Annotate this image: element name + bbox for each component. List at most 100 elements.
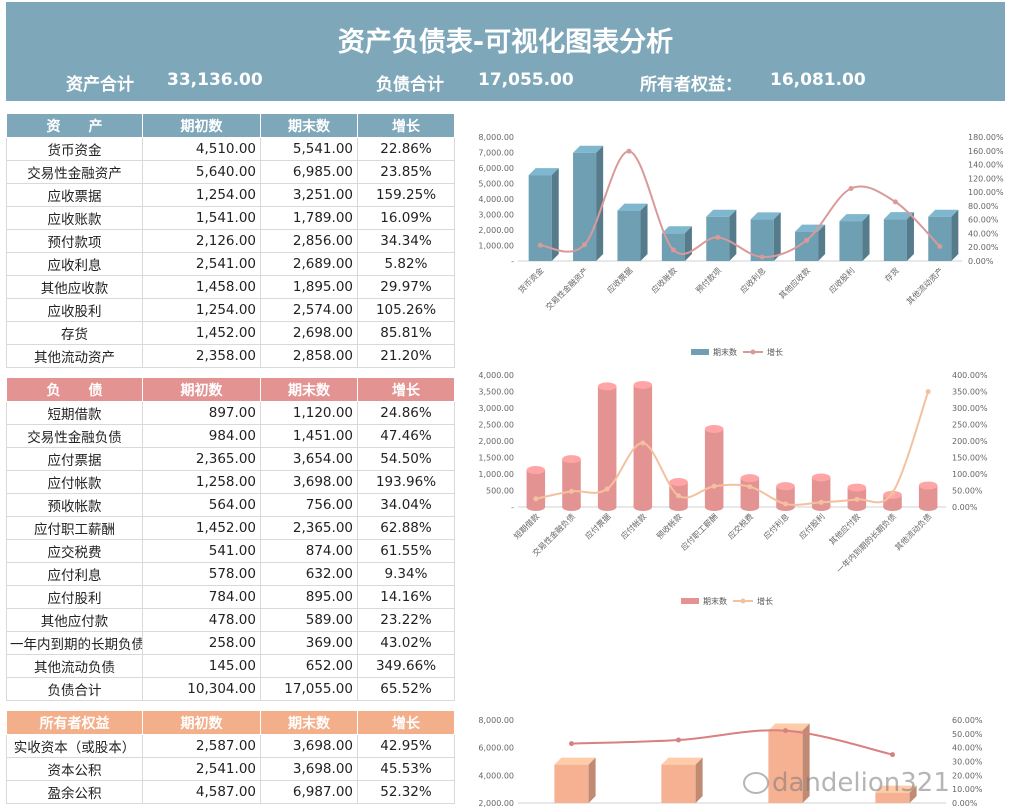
opening-value: 478.00 — [142, 608, 261, 632]
bar-top — [875, 785, 917, 793]
bar-base — [811, 503, 831, 511]
row-label: 存货 — [6, 321, 143, 345]
closing-value: 6,985.00 — [260, 160, 358, 184]
y-right-tick-label: 40.00% — [952, 744, 983, 753]
row-label: 应付股利 — [6, 585, 143, 609]
y-right-tick-label: 400.00% — [952, 371, 988, 380]
bar — [811, 477, 831, 507]
liabilities-header-3: 增长 — [357, 377, 455, 402]
growth-point — [715, 234, 721, 240]
liabilities-total-label: 负债合计 — [376, 75, 444, 95]
growth-value: 52.32% — [357, 780, 455, 804]
growth-value: 43.02% — [357, 631, 455, 655]
table-row: 应付职工薪酬 1,452.00 2,365.00 62.88% — [6, 516, 455, 540]
growth-value: 14.16% — [357, 585, 455, 609]
x-tick-label: 其他应收款 — [777, 265, 812, 300]
legend-label-line: 增长 — [757, 596, 773, 606]
bar-top — [740, 474, 760, 483]
y-right-tick-label: 250.00% — [952, 421, 988, 430]
y-right-tick-label: 80.00% — [968, 202, 999, 211]
opening-value: 2,587.00 — [142, 734, 261, 758]
bar — [554, 764, 589, 803]
growth-value: 24.86% — [357, 401, 455, 425]
x-tick-label: 货币资金 — [516, 265, 546, 295]
bar-base — [740, 503, 760, 511]
bar — [839, 221, 863, 261]
table-row: 货币资金 4,510.00 5,541.00 22.86% — [6, 137, 455, 161]
row-label: 应交税费 — [6, 539, 143, 563]
bar-top — [617, 203, 648, 211]
bar-top — [704, 424, 724, 433]
equity-header-0: 所有者权益 — [6, 710, 143, 735]
growth-value: 61.55% — [357, 539, 455, 563]
row-label: 应收账款 — [6, 206, 143, 230]
bar-top — [928, 209, 959, 217]
y-right-tick-label: 50.00% — [952, 487, 983, 496]
opening-value: 784.00 — [142, 585, 261, 609]
table-row: 应收账款 1,541.00 1,789.00 16.09% — [6, 206, 455, 230]
bar — [562, 459, 581, 507]
table-row: 其他流动资产 2,358.00 2,858.00 21.20% — [6, 344, 455, 368]
growth-value: 47.46% — [357, 424, 455, 448]
y-right-tick-label: 0.00% — [968, 257, 994, 266]
y-right-tick-label: 150.00% — [952, 454, 988, 463]
growth-point — [670, 247, 676, 253]
x-tick-label: 其他流动负债 — [893, 511, 934, 552]
table-row: 实收资本（或股本） 2,587.00 3,698.00 42.95% — [6, 734, 455, 758]
growth-point — [676, 493, 681, 499]
x-tick-label: 应付票据 — [583, 511, 613, 541]
y-left-tick-label: 3,500.00 — [478, 388, 514, 397]
growth-value: 34.04% — [357, 493, 455, 517]
growth-value: 193.96% — [357, 470, 455, 494]
opening-value: 541.00 — [142, 539, 261, 563]
y-right-tick-label: 100.00% — [952, 470, 988, 479]
growth-point — [890, 490, 895, 496]
closing-value: 632.00 — [260, 562, 358, 586]
y-left-tick-label: 5,000.00 — [478, 180, 514, 189]
opening-value: 2,365.00 — [142, 447, 261, 471]
legend-label-bar: 期末数 — [703, 596, 727, 606]
row-label: 资本公积 — [6, 757, 143, 781]
y-left-tick-label: 4,000.00 — [478, 195, 514, 204]
growth-line — [540, 150, 941, 258]
closing-value: 3,698.00 — [260, 470, 358, 494]
closing-value: 3,251.00 — [260, 183, 358, 207]
equity-label: 所有者权益： — [640, 75, 742, 95]
y-left-tick-label: 1,500.00 — [478, 454, 514, 463]
table-row: 预付款项 2,126.00 2,856.00 34.34% — [6, 229, 455, 253]
opening-value: 1,452.00 — [142, 516, 261, 540]
growth-point — [854, 496, 860, 502]
growth-point — [676, 737, 681, 743]
x-tick-label: 预付款项 — [694, 265, 724, 295]
closing-value: 3,698.00 — [260, 734, 358, 758]
opening-value: 1,458.00 — [142, 275, 261, 299]
growth-point — [604, 486, 610, 492]
growth-point — [925, 389, 931, 395]
liabilities-total-value: 17,055.00 — [478, 70, 574, 90]
y-right-tick-label: 20.00% — [968, 243, 999, 252]
growth-point — [783, 728, 788, 734]
row-label: 应付票据 — [6, 447, 143, 471]
weibo-icon — [743, 772, 769, 794]
row-label: 盈余公积 — [6, 780, 143, 804]
opening-value: 578.00 — [142, 562, 261, 586]
growth-point — [848, 185, 854, 191]
legend-swatch-bar — [681, 598, 699, 604]
bar-top — [776, 482, 795, 491]
bar — [526, 470, 546, 507]
bar-base — [562, 503, 581, 511]
y-left-tick-label: 8,000.00 — [478, 716, 514, 725]
row-label: 交易性金融负债 — [6, 424, 143, 448]
opening-value: 1,452.00 — [142, 321, 261, 345]
closing-value: 5,541.00 — [260, 137, 358, 161]
table-row: 应付利息 578.00 632.00 9.34% — [6, 562, 455, 586]
closing-value: 589.00 — [260, 608, 358, 632]
x-tick-label: 应收票据 — [605, 265, 635, 295]
growth-value: 23.85% — [357, 160, 455, 184]
liabilities-table: 负 债期初数 期末数 增长 短期借款 897.00 1,120.00 24.86% 交易性金融… — [6, 377, 455, 701]
growth-value: 16.09% — [357, 206, 455, 230]
table-row: 交易性金融负债 984.00 1,451.00 47.46% — [6, 424, 455, 448]
opening-value: 897.00 — [142, 401, 261, 425]
table-row: 资本公积 2,541.00 3,698.00 45.53% — [6, 757, 455, 781]
bar — [597, 386, 617, 507]
